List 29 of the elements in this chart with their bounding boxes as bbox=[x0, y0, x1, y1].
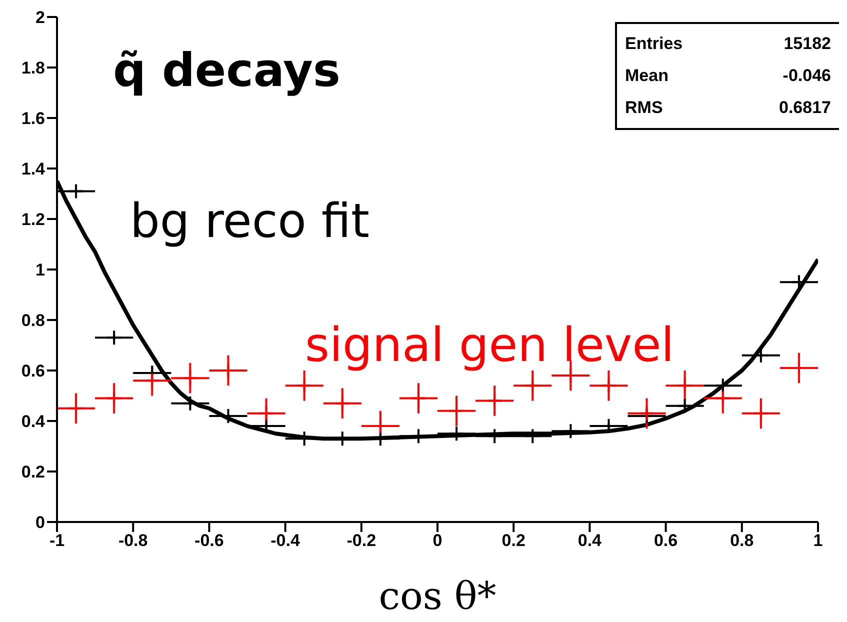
y-tick-label: 0.8 bbox=[21, 311, 45, 330]
y-tick-label: 1.4 bbox=[21, 160, 46, 179]
series-label: signal gen level bbox=[305, 318, 674, 373]
y-tick-label: 1 bbox=[36, 260, 45, 280]
y-tick-label: 1.8 bbox=[21, 58, 45, 78]
y-tick-label: 0 bbox=[36, 513, 45, 532]
annotation: q̃ decays bbox=[113, 43, 340, 97]
x-tick-label: -1 bbox=[49, 531, 65, 550]
series-label: bg reco fit bbox=[130, 194, 370, 249]
x-tick-label: 0.6 bbox=[654, 531, 678, 550]
x-tick-label: -0.6 bbox=[194, 531, 224, 550]
x-tick-label: -0.4 bbox=[270, 531, 300, 550]
y-tick-label: 1.2 bbox=[21, 210, 45, 230]
x-tick-label: -0.8 bbox=[118, 531, 148, 550]
y-tick-label: 0.4 bbox=[21, 412, 46, 432]
x-tick-label: 0.8 bbox=[730, 531, 754, 550]
x-tick-label: 1 bbox=[813, 531, 823, 550]
x-tick-label: 0.2 bbox=[502, 531, 526, 550]
text: Mean -0.046 bbox=[625, 66, 831, 85]
x-tick-label: 0.4 bbox=[578, 531, 602, 550]
text: Entries 15182 bbox=[625, 34, 831, 53]
x-tick-label: 0 bbox=[432, 531, 442, 550]
y-tick-label: 1.6 bbox=[21, 109, 45, 128]
y-tick-label: 0.6 bbox=[21, 362, 45, 381]
y-tick-label: 0.2 bbox=[21, 462, 45, 482]
x-tick-label: -0.2 bbox=[346, 531, 376, 550]
text: RMS 0.6817 bbox=[625, 98, 831, 117]
y-tick-label: 2 bbox=[36, 8, 45, 28]
x-axis-title: cos θ* bbox=[378, 574, 496, 618]
